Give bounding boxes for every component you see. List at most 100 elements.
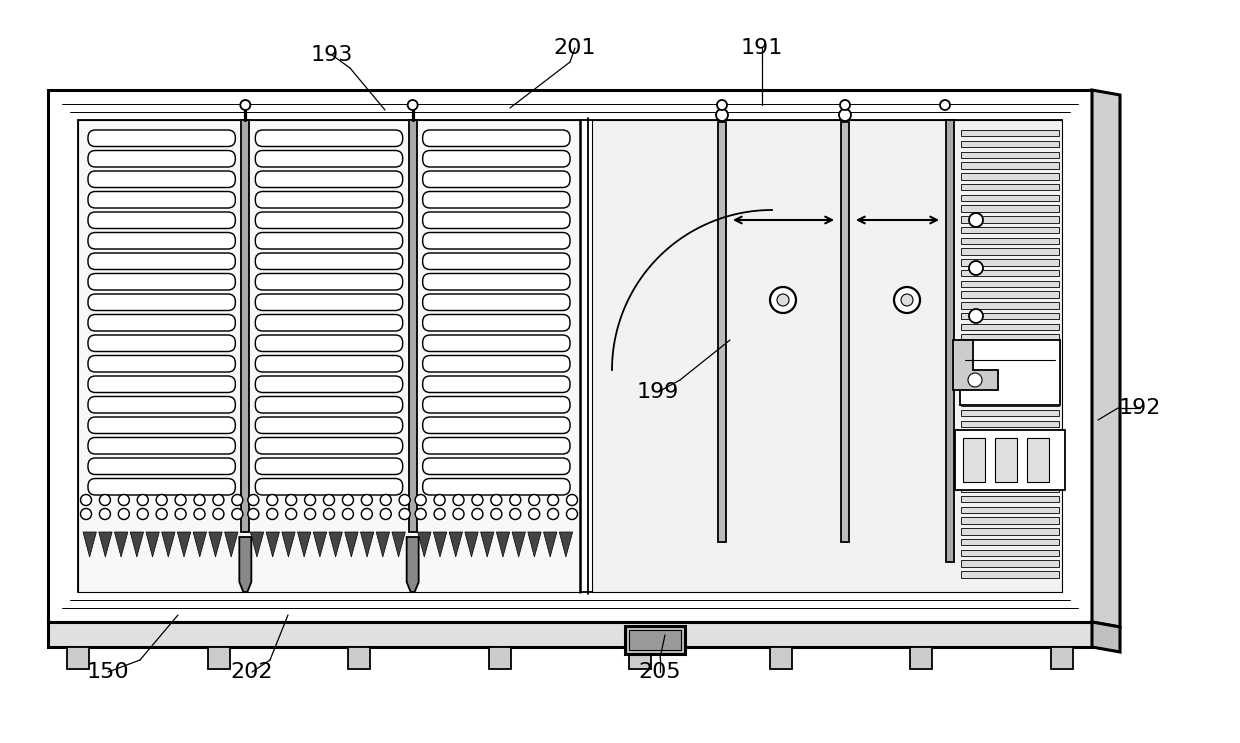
FancyBboxPatch shape bbox=[88, 314, 236, 331]
Polygon shape bbox=[961, 464, 1059, 470]
FancyBboxPatch shape bbox=[423, 376, 570, 392]
Polygon shape bbox=[961, 496, 1059, 502]
Polygon shape bbox=[1092, 622, 1120, 652]
Circle shape bbox=[81, 508, 92, 519]
Circle shape bbox=[381, 495, 392, 505]
Polygon shape bbox=[161, 532, 175, 557]
FancyBboxPatch shape bbox=[255, 478, 403, 495]
Polygon shape bbox=[961, 334, 1059, 341]
Text: 150: 150 bbox=[87, 662, 129, 682]
Polygon shape bbox=[910, 647, 932, 669]
Circle shape bbox=[381, 508, 392, 519]
Polygon shape bbox=[961, 259, 1059, 265]
Circle shape bbox=[99, 508, 110, 519]
Circle shape bbox=[118, 508, 129, 519]
FancyBboxPatch shape bbox=[423, 273, 570, 290]
FancyBboxPatch shape bbox=[88, 417, 236, 433]
Circle shape bbox=[361, 495, 372, 505]
Circle shape bbox=[342, 508, 353, 519]
Polygon shape bbox=[961, 302, 1059, 308]
Polygon shape bbox=[114, 532, 128, 557]
Polygon shape bbox=[963, 438, 985, 482]
FancyBboxPatch shape bbox=[255, 130, 403, 146]
Polygon shape bbox=[961, 205, 1059, 212]
Polygon shape bbox=[946, 120, 954, 562]
Circle shape bbox=[213, 508, 224, 519]
Polygon shape bbox=[250, 532, 264, 557]
Circle shape bbox=[156, 508, 167, 519]
Polygon shape bbox=[207, 647, 229, 669]
FancyBboxPatch shape bbox=[88, 397, 236, 413]
Polygon shape bbox=[329, 532, 342, 557]
Polygon shape bbox=[961, 421, 1059, 427]
Text: 191: 191 bbox=[740, 38, 784, 58]
FancyBboxPatch shape bbox=[88, 212, 236, 229]
Polygon shape bbox=[961, 377, 1059, 384]
Text: 192: 192 bbox=[1118, 398, 1161, 418]
Circle shape bbox=[453, 495, 464, 505]
FancyBboxPatch shape bbox=[88, 151, 236, 167]
Circle shape bbox=[434, 495, 445, 505]
Polygon shape bbox=[841, 122, 849, 542]
Polygon shape bbox=[961, 442, 1059, 449]
Circle shape bbox=[510, 508, 521, 519]
Circle shape bbox=[528, 508, 539, 519]
FancyBboxPatch shape bbox=[423, 355, 570, 372]
Circle shape bbox=[548, 495, 558, 505]
FancyBboxPatch shape bbox=[423, 233, 570, 249]
Circle shape bbox=[415, 508, 427, 519]
Polygon shape bbox=[961, 216, 1059, 223]
FancyBboxPatch shape bbox=[423, 397, 570, 413]
Polygon shape bbox=[1052, 647, 1073, 669]
Circle shape bbox=[267, 508, 278, 519]
Polygon shape bbox=[961, 152, 1059, 158]
Polygon shape bbox=[528, 532, 541, 557]
Text: 201: 201 bbox=[554, 38, 596, 58]
FancyBboxPatch shape bbox=[88, 294, 236, 311]
Polygon shape bbox=[961, 517, 1059, 524]
FancyBboxPatch shape bbox=[423, 151, 570, 167]
Polygon shape bbox=[961, 291, 1059, 298]
Polygon shape bbox=[99, 532, 112, 557]
Circle shape bbox=[940, 100, 950, 110]
FancyBboxPatch shape bbox=[88, 233, 236, 249]
FancyBboxPatch shape bbox=[423, 171, 570, 187]
Circle shape bbox=[567, 508, 578, 519]
Polygon shape bbox=[348, 647, 371, 669]
Circle shape bbox=[968, 373, 982, 387]
Polygon shape bbox=[267, 532, 279, 557]
Polygon shape bbox=[961, 173, 1059, 180]
Circle shape bbox=[248, 495, 259, 505]
Circle shape bbox=[305, 508, 316, 519]
Polygon shape bbox=[407, 537, 419, 592]
Polygon shape bbox=[961, 281, 1059, 287]
Polygon shape bbox=[434, 532, 446, 557]
FancyBboxPatch shape bbox=[88, 335, 236, 351]
Polygon shape bbox=[961, 195, 1059, 201]
Polygon shape bbox=[177, 532, 191, 557]
Polygon shape bbox=[770, 647, 792, 669]
Polygon shape bbox=[629, 647, 651, 669]
Circle shape bbox=[285, 508, 296, 519]
Polygon shape bbox=[193, 532, 207, 557]
Polygon shape bbox=[418, 532, 432, 557]
Circle shape bbox=[285, 495, 296, 505]
Circle shape bbox=[81, 495, 92, 505]
FancyBboxPatch shape bbox=[255, 253, 403, 270]
Polygon shape bbox=[961, 474, 1059, 481]
FancyBboxPatch shape bbox=[88, 458, 236, 475]
Polygon shape bbox=[465, 532, 479, 557]
Polygon shape bbox=[591, 120, 1061, 592]
FancyBboxPatch shape bbox=[423, 417, 570, 433]
Polygon shape bbox=[242, 120, 249, 532]
FancyBboxPatch shape bbox=[423, 438, 570, 454]
Polygon shape bbox=[961, 432, 1059, 438]
Circle shape bbox=[415, 495, 427, 505]
Polygon shape bbox=[961, 356, 1059, 363]
FancyBboxPatch shape bbox=[255, 355, 403, 372]
Polygon shape bbox=[961, 452, 1059, 459]
Circle shape bbox=[839, 109, 851, 121]
Circle shape bbox=[472, 495, 482, 505]
FancyBboxPatch shape bbox=[88, 192, 236, 208]
Polygon shape bbox=[361, 532, 373, 557]
